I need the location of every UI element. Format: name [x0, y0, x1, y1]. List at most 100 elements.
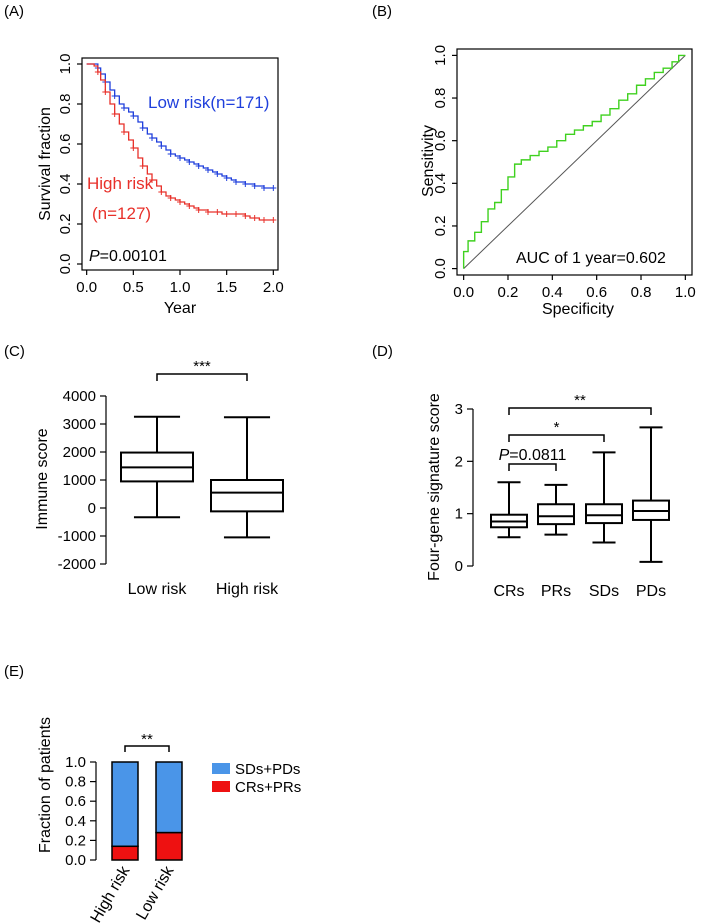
panel-a-y-ticks: 0.0 0.2 0.4 0.6 0.8 1.0 [57, 54, 82, 275]
y-tick-label: -2000 [58, 556, 96, 573]
y-tick-label: 0.8 [65, 774, 86, 791]
y-tick-label: 0.8 [57, 94, 74, 115]
box-sds [585, 503, 623, 525]
high-risk-n-label: (n=127) [92, 204, 151, 223]
censor-mark [158, 143, 165, 149]
panel-a-curves [86, 63, 277, 223]
censor-mark [149, 135, 155, 141]
censor-mark [205, 209, 211, 215]
category-label: High risk [88, 863, 134, 923]
legend-swatch-sds-pds [212, 763, 230, 774]
y-tick-label: 0.0 [65, 852, 86, 869]
censor-mark [111, 111, 118, 117]
y-tick-label: 1.0 [57, 54, 74, 75]
censor-mark [158, 189, 165, 195]
censor-mark [214, 171, 221, 177]
y-tick-label: 1000 [63, 472, 96, 489]
y-tick-label: 0.4 [57, 174, 74, 195]
x-tick-label: 0.0 [76, 279, 97, 296]
censor-mark [130, 113, 137, 119]
y-tick-label: 4000 [63, 388, 96, 405]
y-tick-label: 0 [88, 500, 96, 517]
y-tick-label: -1000 [58, 528, 96, 545]
y-tick-label: 0.6 [57, 134, 74, 155]
x-tick-label: 0.0 [453, 284, 474, 301]
category-label: PDs [636, 583, 666, 600]
y-tick-label: 0 [455, 558, 463, 575]
y-tick-label: 0.2 [65, 832, 86, 849]
category-label: SDs [589, 583, 619, 600]
x-tick-label: 0.4 [542, 284, 563, 301]
y-tick-label: 3000 [63, 416, 96, 433]
censor-mark [261, 217, 267, 223]
category-label: CRs [493, 583, 524, 600]
censor-mark [233, 211, 239, 217]
censor-mark [223, 175, 230, 181]
censor-mark [186, 203, 193, 209]
censor-mark [130, 145, 137, 151]
censor-mark [186, 159, 193, 165]
panel-a-y-label: Survival fraction [37, 107, 54, 221]
legend-swatch-crs-prs [212, 781, 230, 792]
x-tick-label: 0.2 [498, 284, 519, 301]
y-tick-label: 0.4 [432, 173, 449, 194]
panel-b-x-ticks: 0.0 0.2 0.4 0.6 0.8 1.0 [453, 275, 696, 301]
significance-bracket [156, 373, 248, 381]
panel-label-a: (A) [4, 3, 24, 20]
panel-label-b: (B) [372, 3, 392, 20]
legend-label: SDs+PDs [235, 761, 300, 778]
panel-c-plot: 4000 3000 2000 1000 0 -1000 -2000 Low risk High … [58, 358, 284, 598]
category-label: Low risk [128, 581, 188, 598]
bar-crs-prs [155, 831, 183, 861]
censor-mark [251, 183, 258, 189]
censor-mark [195, 207, 202, 213]
censor-mark [177, 155, 183, 161]
x-tick-label: 0.5 [123, 279, 144, 296]
box-high-risk [210, 479, 284, 513]
y-tick-label: 0.0 [57, 254, 74, 275]
significance-bracket [508, 463, 557, 471]
censor-mark [270, 217, 277, 223]
panel-a-x-ticks: 0.0 0.5 1.0 1.5 2.0 [76, 270, 284, 296]
significance-label: * [554, 419, 560, 436]
x-tick-label: 1.0 [170, 279, 191, 296]
censor-mark [195, 163, 202, 169]
panel-c: (C) 4000 3000 2000 1000 0 -1000 -2000 Low risk H… [4, 343, 284, 598]
censor-mark [149, 177, 155, 183]
y-tick-label: 1 [455, 506, 463, 523]
censor-mark [139, 125, 146, 131]
significance-label: ** [141, 731, 153, 748]
panel-b-x-label: Specificity [542, 301, 614, 318]
x-tick-label: 0.6 [586, 284, 607, 301]
significance-bracket [508, 434, 605, 442]
bar-crs-prs [111, 845, 139, 861]
y-tick-label: 0.8 [432, 88, 449, 109]
censor-mark [233, 179, 239, 185]
censor-mark [121, 105, 127, 111]
panel-a: (A) 0.0 0.2 0.4 0.6 0.8 1.0 0.0 0.5 1.0 1.5 2.0 S… [4, 3, 284, 317]
panel-b: (B) 0.0 0.2 0.4 0.6 0.8 1.0 0.0 0.2 0.4 0.6 0.8 1.… [372, 3, 696, 318]
significance-bracket [508, 407, 652, 415]
panel-a-p-value: P=0.00101 [89, 248, 167, 265]
significance-label: *** [193, 358, 211, 375]
censor-mark [242, 213, 249, 219]
censor-mark [242, 181, 249, 187]
category-label: Low risk [133, 863, 178, 923]
high-risk-survival-curve [86, 63, 274, 221]
bar-sds-pds [111, 761, 139, 848]
y-tick-label: 0.4 [65, 813, 86, 830]
high-risk-label: High risk [87, 174, 154, 193]
x-tick-label: 0.8 [631, 284, 652, 301]
censor-mark [261, 185, 267, 191]
panel-e-y-label: Fraction of patients [37, 717, 54, 853]
censor-mark [102, 89, 109, 95]
legend-label: CRs+PRs [235, 779, 301, 796]
significance-label: ** [574, 392, 586, 409]
panel-a-x-label: Year [164, 300, 197, 317]
x-tick-label: 1.0 [675, 284, 696, 301]
y-tick-label: 1.0 [432, 45, 449, 66]
y-tick-label: 2000 [63, 444, 96, 461]
censor-mark [214, 209, 221, 215]
